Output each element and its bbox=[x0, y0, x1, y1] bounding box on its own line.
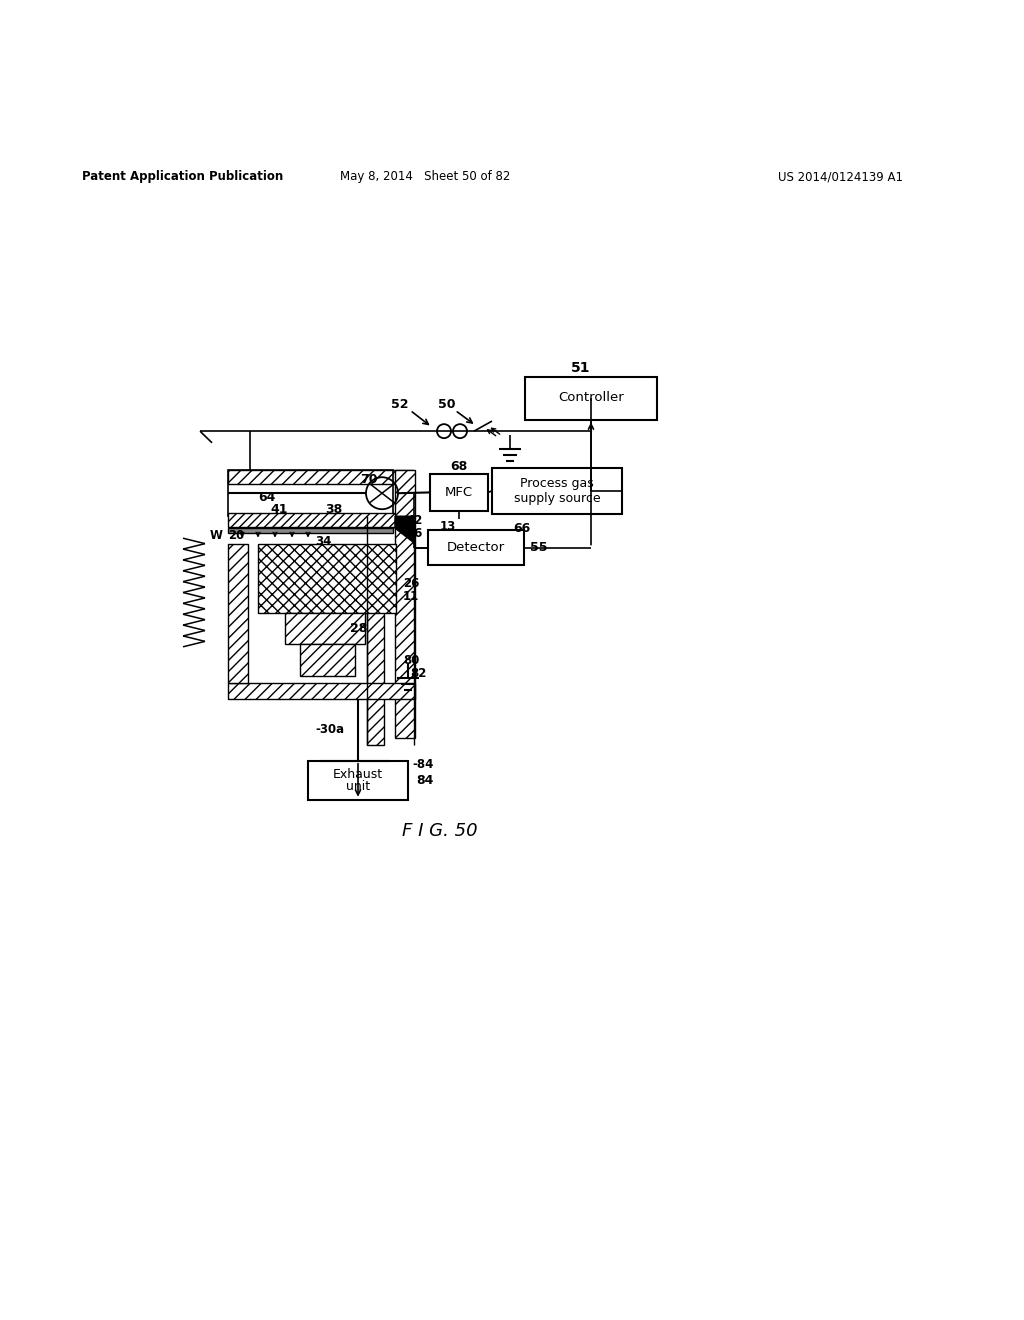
Bar bbox=[228, 684, 415, 698]
Text: Patent Application Publication: Patent Application Publication bbox=[82, 170, 284, 183]
Bar bbox=[525, 376, 657, 420]
Text: Detector: Detector bbox=[446, 541, 505, 554]
Text: 28: 28 bbox=[350, 623, 368, 635]
Text: May 8, 2014   Sheet 50 of 82: May 8, 2014 Sheet 50 of 82 bbox=[340, 170, 510, 183]
Text: 68: 68 bbox=[451, 459, 468, 473]
Text: 84: 84 bbox=[416, 774, 433, 787]
Bar bbox=[300, 644, 355, 676]
Text: 42: 42 bbox=[406, 513, 422, 527]
Bar bbox=[492, 467, 622, 515]
Bar bbox=[395, 470, 415, 516]
Text: 38: 38 bbox=[325, 503, 342, 516]
Bar bbox=[430, 474, 488, 511]
Text: 51: 51 bbox=[571, 360, 591, 375]
Bar bbox=[428, 529, 524, 565]
Bar bbox=[395, 516, 415, 738]
Text: 41: 41 bbox=[270, 503, 288, 516]
Text: -30a: -30a bbox=[315, 723, 344, 737]
Polygon shape bbox=[395, 516, 415, 544]
Text: 26: 26 bbox=[403, 577, 420, 590]
Text: 66: 66 bbox=[513, 521, 530, 535]
Text: -84: -84 bbox=[412, 758, 433, 771]
Bar bbox=[258, 544, 396, 614]
Text: 70: 70 bbox=[360, 473, 378, 486]
Text: 20: 20 bbox=[228, 529, 245, 543]
Text: 80: 80 bbox=[403, 653, 420, 667]
Text: 50: 50 bbox=[438, 397, 456, 411]
Text: supply source: supply source bbox=[514, 492, 600, 506]
Text: unit: unit bbox=[346, 780, 370, 793]
Text: Process gas: Process gas bbox=[520, 477, 594, 490]
Text: Exhaust: Exhaust bbox=[333, 767, 383, 780]
Text: 82: 82 bbox=[410, 667, 426, 680]
Text: MFC: MFC bbox=[445, 486, 473, 499]
Text: Controller: Controller bbox=[558, 391, 624, 404]
Text: 34: 34 bbox=[315, 535, 332, 548]
Bar bbox=[228, 470, 393, 516]
Text: 11: 11 bbox=[403, 590, 419, 603]
Text: 52: 52 bbox=[391, 397, 409, 411]
Text: W: W bbox=[210, 529, 223, 543]
Text: 55: 55 bbox=[530, 541, 548, 554]
Text: 13: 13 bbox=[440, 520, 457, 533]
Text: 36: 36 bbox=[406, 527, 422, 540]
Text: F I G. 50: F I G. 50 bbox=[402, 821, 478, 840]
Bar bbox=[367, 590, 384, 746]
Text: 64: 64 bbox=[258, 491, 275, 504]
Bar bbox=[228, 470, 413, 484]
Bar bbox=[228, 544, 248, 684]
Bar bbox=[285, 614, 365, 644]
Text: US 2014/0124139 A1: US 2014/0124139 A1 bbox=[778, 170, 903, 183]
Bar bbox=[308, 760, 408, 800]
Bar bbox=[228, 512, 395, 527]
Bar bbox=[228, 528, 393, 533]
